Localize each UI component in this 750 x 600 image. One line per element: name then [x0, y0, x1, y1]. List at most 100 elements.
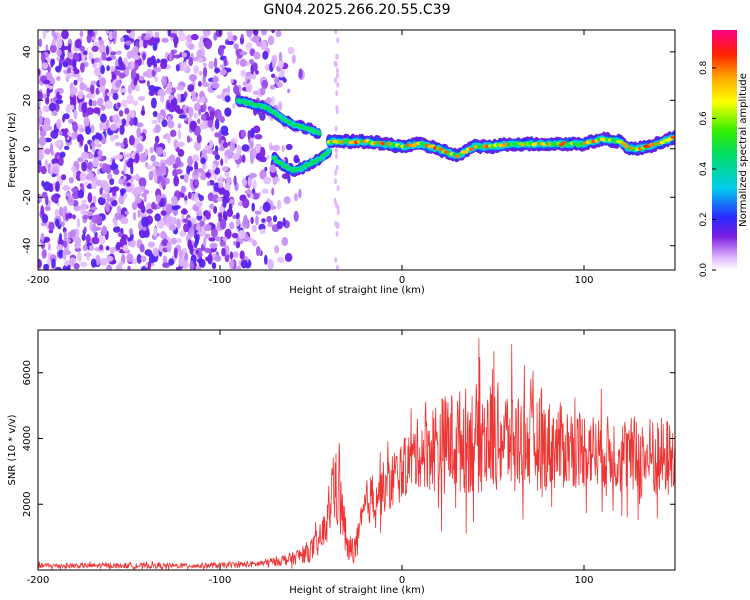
noise-blob — [73, 262, 80, 270]
noise-blob — [138, 177, 147, 188]
noise-blob — [196, 210, 202, 217]
noise-blob — [165, 203, 173, 215]
noise-blob — [111, 199, 118, 207]
noise-blob — [161, 119, 168, 128]
noise-blob — [182, 259, 189, 269]
noise-blob — [294, 193, 298, 202]
noise-blob — [155, 146, 164, 156]
noise-blob — [198, 49, 203, 58]
snr-series-line — [38, 338, 675, 570]
noise-blob — [123, 57, 128, 66]
noise-blob — [187, 155, 194, 167]
figure-title: GN04.2025.266.20.55.C39 — [264, 2, 451, 18]
noise-blob — [92, 195, 97, 205]
noise-blob — [205, 256, 211, 262]
noise-blob — [119, 88, 127, 93]
colorbar-label: Normalized spectral amplitude — [738, 73, 749, 227]
noise-blob — [52, 38, 56, 46]
noise-blob — [126, 113, 131, 122]
noise-blob — [274, 77, 278, 84]
noise-blob — [291, 54, 296, 64]
noise-blob — [208, 61, 214, 69]
noise-blob — [151, 201, 156, 210]
noise-blob — [225, 67, 232, 73]
noise-blob — [259, 87, 266, 96]
noise-blob — [242, 198, 250, 209]
noise-blob — [61, 45, 66, 51]
noise-blob — [298, 188, 302, 199]
noise-blob — [233, 35, 238, 41]
noise-blob — [54, 208, 59, 217]
noise-blob — [266, 155, 271, 160]
noise-blob — [100, 136, 107, 145]
noise-blob — [139, 135, 143, 141]
noise-blob — [91, 31, 96, 37]
noise-blob — [176, 168, 183, 175]
noise-blob — [68, 257, 75, 267]
noise-blob — [101, 179, 107, 189]
noise-blob — [45, 195, 49, 206]
noise-blob — [334, 147, 338, 154]
noise-blob — [235, 241, 241, 249]
noise-blob — [233, 175, 237, 186]
noise-blob — [109, 123, 118, 132]
noise-blob — [72, 59, 77, 68]
noise-blob — [145, 262, 148, 269]
noise-blob — [275, 30, 282, 38]
noise-blob — [334, 256, 338, 263]
noise-blob — [205, 172, 212, 178]
noise-blob — [236, 212, 240, 220]
noise-blob — [188, 166, 194, 172]
noise-blob — [252, 179, 257, 191]
noise-blob — [171, 205, 179, 211]
snr-x-ticks: -200 -100 0 100 — [27, 330, 594, 586]
noise-blob — [126, 253, 134, 263]
noise-blob — [50, 165, 53, 176]
noise-blob — [169, 33, 178, 38]
noise-blob — [176, 238, 182, 244]
noise-blob — [335, 231, 339, 237]
noise-blob — [105, 57, 112, 62]
noise-blob — [95, 179, 103, 187]
noise-blob — [96, 168, 100, 175]
noise-blob — [216, 94, 223, 99]
noise-blob — [90, 206, 98, 211]
noise-blob — [220, 139, 226, 151]
noise-blob — [85, 93, 93, 99]
noise-blob — [162, 262, 171, 269]
noise-blob — [252, 34, 260, 43]
noise-blob — [38, 38, 43, 48]
noise-blob — [336, 81, 340, 88]
noise-blob — [46, 87, 50, 98]
noise-blob — [162, 151, 167, 158]
noise-blob — [104, 100, 113, 110]
noise-blob — [101, 225, 108, 236]
noise-blob — [38, 115, 44, 125]
noise-blob — [79, 171, 87, 182]
noise-blob — [233, 240, 237, 246]
noise-blob — [74, 242, 81, 249]
noise-blob — [253, 51, 261, 60]
spectrogram-frame — [37, 29, 676, 271]
ridge-core — [468, 147, 474, 151]
noise-blob — [106, 192, 111, 201]
noise-blob — [240, 70, 247, 77]
noise-blob — [147, 241, 155, 248]
noise-blob — [252, 90, 260, 96]
noise-blob — [146, 57, 153, 68]
noise-blob — [202, 30, 211, 37]
noise-blob — [168, 224, 177, 231]
noise-blob — [98, 39, 104, 46]
noise-blob — [219, 64, 226, 69]
colorbar-tick-label: 0.8 — [699, 60, 709, 75]
noise-blob — [208, 179, 215, 186]
spectrogram-x-label: Height of straight line (km) — [289, 285, 425, 296]
noise-blob — [91, 179, 97, 190]
noise-blob — [198, 70, 203, 76]
noise-blob — [160, 61, 168, 70]
y-tick-label: 6000 — [22, 360, 33, 385]
snr-y-ticks: 2000 4000 6000 — [22, 360, 675, 517]
noise-blob — [118, 65, 126, 71]
noise-blob — [170, 237, 177, 245]
noise-blob — [251, 202, 255, 212]
